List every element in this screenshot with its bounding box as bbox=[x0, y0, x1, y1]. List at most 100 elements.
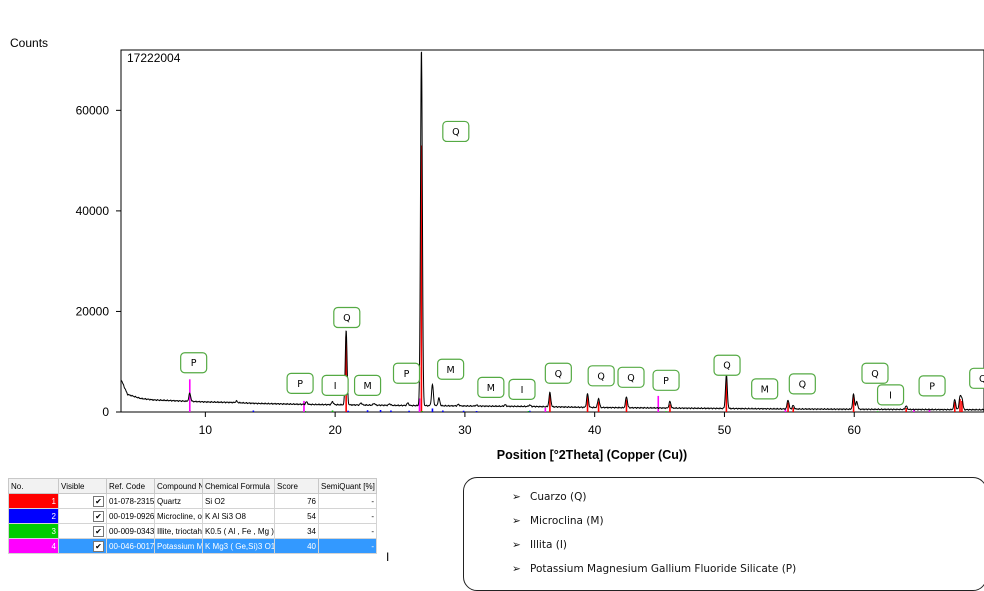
phase-annotation-box bbox=[508, 378, 536, 400]
legend-item-label: Cuarzo (Q) bbox=[530, 491, 587, 503]
reference-pattern-table: No. Visible Ref. Code Compound N... Chem… bbox=[8, 478, 377, 554]
phase-annotation-box bbox=[392, 362, 421, 384]
phase-annotation-label: M bbox=[487, 383, 495, 394]
phase-annotation-box bbox=[321, 374, 349, 396]
arrow-bullet-icon: ➢ bbox=[512, 515, 521, 527]
semiquant-cell: - bbox=[318, 508, 377, 524]
phase-annotation-box bbox=[180, 352, 208, 374]
semiquant-cell: - bbox=[318, 523, 377, 539]
color-swatch: 4 bbox=[8, 538, 59, 554]
phase-annotation-label: P bbox=[929, 381, 935, 392]
visible-checkbox[interactable]: ✔ bbox=[93, 540, 104, 552]
table-header-row: No. Visible Ref. Code Compound N... Chem… bbox=[8, 478, 377, 494]
column-header[interactable]: Compound N... bbox=[154, 478, 203, 494]
visible-checkbox[interactable]: ✔ bbox=[93, 525, 104, 537]
legend-item: ➢ Potassium Magnesium Gallium Fluoride Si… bbox=[512, 563, 796, 575]
table-row[interactable]: 2 ✔ 00-019-0926 Microcline, ord... K Al … bbox=[8, 508, 377, 524]
arrow-bullet-icon: ➢ bbox=[512, 491, 521, 503]
column-header[interactable]: SemiQuant [%] bbox=[318, 478, 377, 494]
compound-cell: Potassium Ma... bbox=[154, 538, 203, 554]
phase-annotation-label: I bbox=[334, 381, 337, 392]
y-axis-label: Counts bbox=[10, 36, 48, 50]
column-header[interactable]: Score bbox=[274, 478, 319, 494]
formula-cell: K0.5 ( Al , Fe , Mg )3 ( S... bbox=[202, 523, 275, 539]
color-swatch: 2 bbox=[8, 508, 59, 524]
column-header[interactable]: Visible bbox=[58, 478, 107, 494]
sample-label: 17222004 bbox=[127, 51, 181, 65]
phase-annotation-label: Q bbox=[723, 361, 730, 372]
column-header[interactable]: No. bbox=[8, 478, 59, 494]
y-tick-label: 40000 bbox=[76, 204, 110, 218]
phase-annotation-box bbox=[713, 354, 741, 376]
phase-annotation-box bbox=[861, 362, 889, 384]
phase-annotation-label: Q bbox=[555, 369, 562, 380]
measured-pattern-line bbox=[120, 51, 984, 411]
phase-annotation-label: Q bbox=[627, 373, 634, 384]
phase-annotation-label: Q bbox=[871, 369, 878, 380]
phase-annotation-label: Q bbox=[597, 371, 604, 382]
color-swatch: 3 bbox=[8, 523, 59, 539]
x-tick-label: 20 bbox=[328, 423, 342, 437]
legend-item-label: Illita (I) bbox=[530, 539, 568, 551]
visible-checkbox[interactable]: ✔ bbox=[93, 495, 104, 507]
score-cell: 34 bbox=[274, 523, 319, 539]
y-tick-label: 20000 bbox=[76, 304, 110, 318]
formula-cell: K Al Si3 O8 bbox=[202, 508, 275, 524]
table-row[interactable]: 1 ✔ 01-078-2315 Quartz Si O2 76 - bbox=[8, 493, 377, 509]
semiquant-cell: - bbox=[318, 493, 377, 509]
phase-annotation-box bbox=[437, 358, 465, 380]
phase-annotation-label: Q bbox=[343, 313, 350, 324]
legend-item: ➢ Cuarzo (Q) bbox=[512, 491, 586, 503]
xrd-chart: Counts Position [°2Theta] (Copper (Cu)) … bbox=[10, 36, 984, 462]
formula-cell: K Mg3 ( Ge,Si)3 O10 ) F2 bbox=[202, 538, 275, 554]
plot-frame bbox=[120, 49, 984, 413]
table-row[interactable]: 3 ✔ 00-009-0343 Illite, trioctahe... K0.… bbox=[8, 523, 377, 539]
phase-annotation-label: I bbox=[889, 390, 892, 401]
phase-annotation-box bbox=[442, 120, 470, 143]
phase-annotation-box bbox=[918, 375, 946, 397]
phase-annotation-label: P bbox=[191, 358, 197, 369]
phase-annotation-label: I bbox=[521, 385, 524, 396]
phase-legend: ➢ Cuarzo (Q) ➢ Microclina (M) ➢ Illita (I) … bbox=[463, 477, 984, 591]
visible-cell[interactable]: ✔ bbox=[58, 493, 107, 509]
phase-annotation-box bbox=[652, 369, 680, 391]
compound-cell: Microcline, ord... bbox=[154, 508, 203, 524]
visible-cell[interactable]: ✔ bbox=[58, 508, 107, 524]
legend-item-label: Potassium Magnesium Gallium Fluoride Sil… bbox=[530, 563, 797, 575]
x-tick-label: 30 bbox=[458, 423, 472, 437]
phase-annotation-label: P bbox=[404, 369, 410, 380]
x-tick-label: 40 bbox=[588, 423, 602, 437]
y-tick-label: 60000 bbox=[76, 103, 110, 117]
phase-annotation-box bbox=[617, 366, 645, 388]
column-header[interactable]: Ref. Code bbox=[106, 478, 155, 494]
phase-annotation-box bbox=[286, 372, 314, 394]
compound-cell: Illite, trioctahe... bbox=[154, 523, 203, 539]
phase-annotation-box bbox=[969, 367, 984, 389]
x-axis-label: Position [°2Theta] (Copper (Cu)) bbox=[497, 448, 687, 462]
arrow-bullet-icon: ➢ bbox=[512, 539, 521, 551]
ref-code-cell: 00-019-0926 bbox=[106, 508, 155, 524]
phase-annotation-label: M bbox=[363, 381, 371, 392]
phase-annotation-box bbox=[587, 365, 615, 387]
phase-annotation-label: M bbox=[761, 384, 769, 395]
plot-area: 17222004 0 20000 40000 60000 10 20 30 40 50 60 P P I M… bbox=[76, 49, 984, 437]
table-row-selected[interactable]: 4 ✔ 00-046-0017 Potassium Ma... K Mg3 ( … bbox=[8, 538, 377, 554]
phase-annotation-box bbox=[477, 376, 505, 398]
visible-cell[interactable]: ✔ bbox=[58, 523, 107, 539]
column-header[interactable]: Chemical Formula bbox=[202, 478, 275, 494]
phase-annotation-box bbox=[751, 378, 779, 400]
ref-code-cell: 01-078-2315 bbox=[106, 493, 155, 509]
y-tick-label: 0 bbox=[102, 405, 109, 419]
phase-annotation-label: M bbox=[447, 365, 455, 376]
ref-code-cell: 00-046-0017 bbox=[106, 538, 155, 554]
legend-item-label: Microclina (M) bbox=[530, 515, 604, 527]
visible-cell[interactable]: ✔ bbox=[58, 538, 107, 554]
x-tick-label: 10 bbox=[199, 423, 213, 437]
x-tick-label: 50 bbox=[718, 423, 732, 437]
legend-item: ➢ Microclina (M) bbox=[512, 515, 604, 527]
visible-checkbox[interactable]: ✔ bbox=[93, 510, 104, 522]
phase-annotation-label: Q bbox=[979, 374, 984, 385]
score-cell: 76 bbox=[274, 493, 319, 509]
arrow-bullet-icon: ➢ bbox=[512, 563, 521, 575]
phase-annotation-box bbox=[333, 306, 361, 329]
